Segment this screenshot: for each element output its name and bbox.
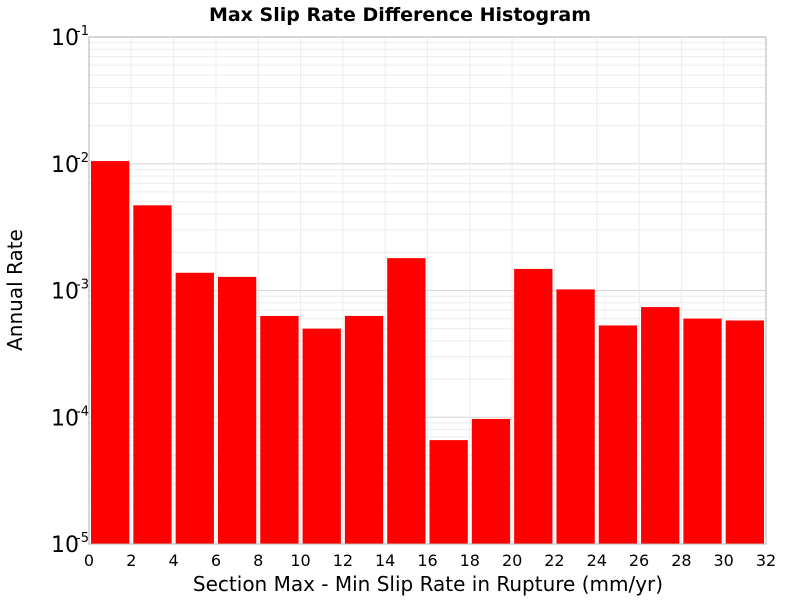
y-tick-label: 10-5 <box>51 531 89 558</box>
histogram-bar <box>641 307 680 544</box>
y-tick-label: 10-3 <box>51 278 89 305</box>
y-tick-exponent: -2 <box>76 151 89 166</box>
y-tick-base: 10 <box>51 26 79 51</box>
histogram-bar <box>556 289 595 544</box>
histogram-bar <box>514 268 553 544</box>
chart-title: Max Slip Rate Difference Histogram <box>209 4 591 26</box>
histogram-bar <box>429 440 468 544</box>
histogram-bar <box>344 315 384 544</box>
histogram-bar <box>302 328 341 544</box>
x-tick-label: 24 <box>587 551 607 570</box>
x-tick-label: 0 <box>84 551 94 570</box>
x-axis-ticks: 0 2 4 6 8 10 12 14 16 18 20 22 24 26 28 30 32 <box>84 551 776 570</box>
histogram-bar <box>725 320 764 544</box>
y-tick-label: 10-4 <box>51 404 89 431</box>
plot-frame <box>88 36 767 545</box>
x-tick-label: 2 <box>126 551 136 570</box>
y-tick-label: 10-2 <box>51 151 89 178</box>
histogram-bar <box>683 318 722 544</box>
y-axis-ticks: 10-510-410-310-210-1 <box>51 24 89 558</box>
x-tick-label: 30 <box>714 551 734 570</box>
x-tick-label: 10 <box>290 551 310 570</box>
y-tick-exponent: -1 <box>76 24 89 39</box>
histogram-bar <box>217 276 257 544</box>
y-tick-base: 10 <box>51 280 79 305</box>
histogram-bar <box>91 161 130 544</box>
histogram-bar <box>387 258 426 544</box>
x-tick-label: 20 <box>502 551 522 570</box>
histogram-bar <box>260 315 299 544</box>
x-tick-label: 14 <box>375 551 395 570</box>
y-tick-exponent: -5 <box>76 531 89 546</box>
x-tick-label: 12 <box>333 551 353 570</box>
x-tick-label: 32 <box>756 551 776 570</box>
y-tick-exponent: -4 <box>76 404 89 419</box>
y-tick-base: 10 <box>51 406 79 431</box>
y-tick-label: 10-1 <box>51 24 89 51</box>
x-tick-label: 28 <box>671 551 691 570</box>
histogram-bar <box>471 418 511 544</box>
x-tick-label: 16 <box>417 551 437 570</box>
x-tick-label: 26 <box>629 551 649 570</box>
y-tick-base: 10 <box>51 153 79 178</box>
histogram-bar <box>175 272 214 544</box>
x-axis-label: Section Max - Min Slip Rate in Rupture (… <box>193 572 663 596</box>
x-tick-label: 6 <box>211 551 221 570</box>
x-tick-label: 8 <box>253 551 263 570</box>
y-tick-exponent: -3 <box>76 278 89 293</box>
y-tick-base: 10 <box>51 533 79 558</box>
histogram-bar <box>598 325 638 544</box>
bars <box>91 161 764 545</box>
x-tick-label: 22 <box>544 551 564 570</box>
y-axis-label: Annual Rate <box>3 229 27 351</box>
histogram-bar <box>133 205 172 545</box>
x-tick-label: 4 <box>169 551 179 570</box>
x-tick-label: 18 <box>460 551 480 570</box>
